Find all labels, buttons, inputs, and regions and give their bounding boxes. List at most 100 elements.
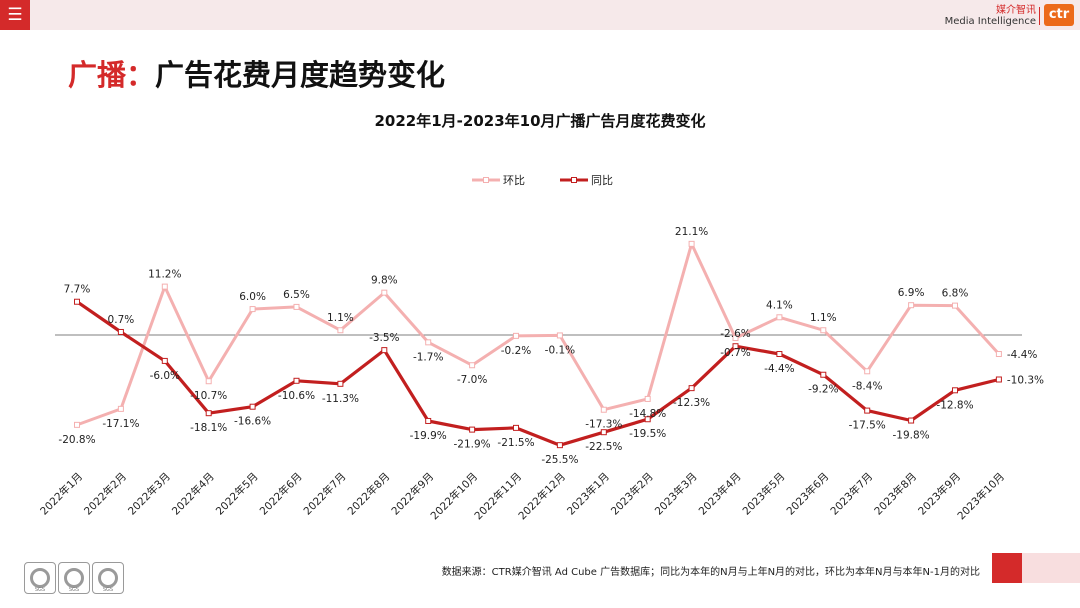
data-point: [688, 240, 695, 247]
series-line-yoy: [76, 300, 1000, 447]
data-label: -0.2%: [501, 345, 531, 357]
data-label: -25.5%: [541, 454, 578, 466]
data-label: 1.1%: [810, 312, 837, 324]
data-label: -2.6%: [720, 328, 750, 340]
data-point: [732, 343, 739, 350]
data-point: [513, 332, 519, 339]
data-label: -9.2%: [808, 384, 838, 396]
data-point: [820, 327, 827, 334]
brand-block: 媒介智讯 Media Intelligence: [944, 5, 1036, 27]
data-point: [117, 328, 124, 335]
data-point: [732, 335, 739, 342]
data-point: [644, 395, 651, 402]
data-point: [820, 371, 827, 378]
x-tick-label: 2023年10月: [955, 470, 1007, 522]
data-point: [469, 362, 476, 369]
data-point: [776, 314, 783, 321]
brand-divider: [1039, 7, 1040, 25]
data-point: [161, 357, 168, 364]
data-point: [337, 327, 344, 334]
data-label: -18.1%: [190, 422, 227, 434]
data-point: [995, 351, 1002, 358]
x-tick-label: 2022年4月: [169, 470, 217, 518]
data-point: [688, 385, 695, 392]
x-tick-label: 2023年2月: [608, 470, 656, 518]
data-label: -16.6%: [234, 416, 271, 428]
data-label: -21.5%: [497, 437, 534, 449]
data-point: [337, 380, 344, 387]
data-label: 6.9%: [898, 287, 925, 299]
data-label: -17.3%: [585, 419, 622, 431]
data-label: -0.7%: [720, 347, 750, 359]
data-label: -11.3%: [322, 393, 359, 405]
data-point: [293, 303, 300, 310]
data-label: -6.0%: [150, 370, 180, 382]
x-tick-label: 2022年1月: [37, 470, 85, 518]
data-point: [161, 283, 168, 290]
data-label: -7.0%: [457, 374, 487, 386]
data-point: [864, 407, 871, 414]
data-label: -10.6%: [278, 390, 315, 402]
data-label: 7.7%: [64, 284, 91, 296]
data-label: -10.3%: [1007, 374, 1044, 386]
legend-label: 环比: [503, 174, 525, 187]
data-point: [776, 351, 783, 358]
data-label: -19.5%: [629, 428, 666, 440]
data-point: [644, 416, 651, 423]
top-bar: ☰ 媒介智讯 Media Intelligence ctr: [0, 0, 1080, 30]
line-chart: 2022年1月2022年2月2022年3月2022年4月2022年5月2022年…: [37, 174, 1044, 522]
legend-label: 同比: [591, 174, 613, 187]
x-tick-label: 2023年9月: [915, 470, 963, 518]
x-tick-label: 2023年3月: [652, 470, 700, 518]
data-point: [556, 442, 563, 449]
x-tick-label: 2022年8月: [345, 470, 393, 518]
x-tick-label: 2022年12月: [516, 470, 568, 522]
data-label: 0.7%: [108, 314, 135, 326]
footer-accent-red: [992, 553, 1022, 583]
page-title: 广播：广告花费月度趋势变化: [68, 52, 445, 94]
x-tick-label: 2022年5月: [213, 470, 261, 518]
data-point: [600, 406, 607, 413]
data-label: -19.8%: [893, 430, 930, 442]
x-tick-label: 2023年1月: [564, 470, 612, 518]
data-point: [556, 332, 563, 339]
x-tick-label: 2023年7月: [828, 470, 876, 518]
brand-name-en: Media Intelligence: [944, 15, 1036, 27]
data-point: [249, 403, 256, 410]
chart-title: 2022年1月-2023年10月广播广告月度花费变化: [374, 112, 706, 130]
data-label: -14.8%: [629, 408, 666, 420]
certification-seal-icon: SGS: [24, 562, 56, 594]
data-label: 21.1%: [675, 226, 708, 238]
data-label: -10.7%: [190, 390, 227, 402]
series-line-mom: [76, 242, 1001, 427]
data-label: -12.8%: [936, 399, 973, 411]
x-tick-label: 2023年5月: [740, 470, 788, 518]
data-label: -17.5%: [849, 420, 886, 432]
x-tick-label: 2022年7月: [301, 470, 349, 518]
hamburger-menu-icon[interactable]: ☰: [0, 0, 30, 30]
data-point: [952, 302, 958, 309]
x-tick-label: 2022年2月: [81, 470, 129, 518]
data-point: [600, 429, 607, 436]
data-label: 6.0%: [239, 291, 266, 303]
legend-swatch-marker: [483, 177, 489, 183]
certification-seal-icon: SGS: [92, 562, 124, 594]
data-point: [293, 377, 300, 384]
certification-seal-icon: SGS: [58, 562, 90, 594]
data-label: 4.1%: [766, 299, 793, 311]
data-label: 9.8%: [371, 275, 398, 287]
data-source-note: 数据来源：CTR媒介智讯 Ad Cube 广告数据库；同比为本年的N月与上年N月…: [441, 567, 980, 578]
data-point: [381, 289, 388, 296]
x-tick-label: 2023年8月: [872, 470, 920, 518]
data-point: [74, 298, 80, 305]
footer-accent-pink: [1022, 553, 1080, 583]
data-label: -4.4%: [1007, 349, 1037, 361]
data-label: 11.2%: [148, 269, 181, 281]
data-point: [205, 378, 212, 385]
x-tick-label: 2022年9月: [389, 470, 437, 518]
x-tick-label: 2022年6月: [257, 470, 305, 518]
data-point: [469, 426, 476, 433]
certification-seals: SGS SGS SGS: [24, 562, 124, 594]
data-point: [952, 387, 958, 394]
data-label: -17.1%: [102, 418, 139, 430]
